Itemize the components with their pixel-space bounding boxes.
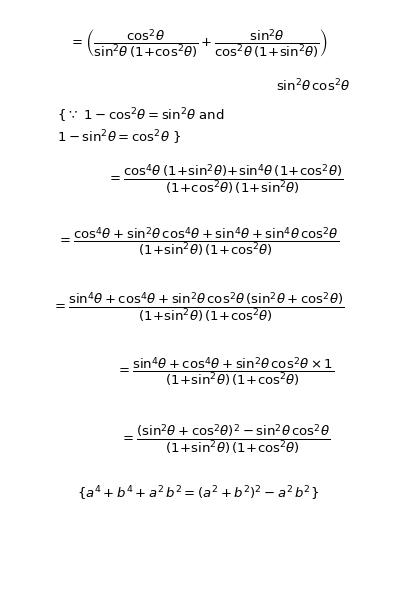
Text: $= \dfrac{\cos^4\!\theta\,(1\!+\!\sin^2\!\theta)\!+\!\sin^4\!\theta\,(1\!+\!\cos: $= \dfrac{\cos^4\!\theta\,(1\!+\!\sin^2\… — [107, 162, 343, 196]
Text: $1 - \sin^2\!\theta = \cos^2\!\theta\ \}$: $1 - \sin^2\!\theta = \cos^2\!\theta\ \}… — [58, 128, 182, 147]
Text: $= \left( \dfrac{\cos^2\!\theta}{\sin^2\!\theta\,(1\!+\!\cos^2\!\theta)} + \dfra: $= \left( \dfrac{\cos^2\!\theta}{\sin^2\… — [69, 28, 328, 60]
Text: $= \dfrac{\sin^4\!\theta + \cos^4\!\theta + \sin^2\!\theta\,\cos^2\!\theta \time: $= \dfrac{\sin^4\!\theta + \cos^4\!\thet… — [116, 355, 334, 388]
Text: $\sin^2\!\theta\,\cos^2\!\theta$: $\sin^2\!\theta\,\cos^2\!\theta$ — [276, 77, 350, 94]
Text: $= \dfrac{(\sin^2\!\theta + \cos^2\!\theta)^2 - \sin^2\!\theta\,\cos^2\!\theta}{: $= \dfrac{(\sin^2\!\theta + \cos^2\!\the… — [120, 422, 330, 456]
Text: $= \dfrac{\sin^4\!\theta + \cos^4\!\theta + \sin^2\!\theta\,\cos^2\!\theta\,(\si: $= \dfrac{\sin^4\!\theta + \cos^4\!\thet… — [52, 290, 345, 324]
Text: $= \dfrac{\cos^4\!\theta + \sin^2\!\theta\,\cos^4\!\theta + \sin^4\!\theta + \si: $= \dfrac{\cos^4\!\theta + \sin^2\!\thet… — [58, 226, 339, 258]
Text: $\{\because\ 1 - \cos^2\!\theta = \sin^2\!\theta\ \mathrm{and}$: $\{\because\ 1 - \cos^2\!\theta = \sin^2… — [58, 106, 225, 125]
Text: $\{a^4 + b^4 + a^2\,b^2 = (a^2 + b^2)^2 - a^2\,b^2\}$: $\{a^4 + b^4 + a^2\,b^2 = (a^2 + b^2)^2 … — [77, 484, 320, 503]
